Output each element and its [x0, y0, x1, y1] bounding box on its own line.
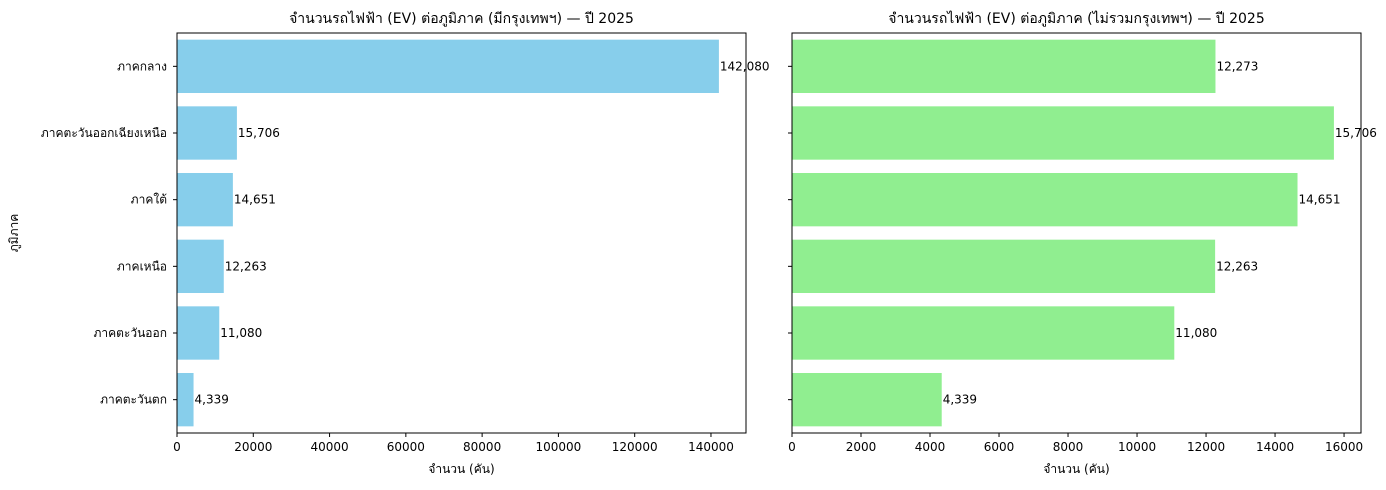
- x-tick-label: 120000: [612, 440, 658, 454]
- category-label: ภาคตะวันตก: [100, 393, 167, 407]
- data-label: 15,706: [238, 126, 280, 140]
- data-label: 14,651: [234, 193, 276, 207]
- bar: [177, 306, 220, 360]
- x-tick-label: 12000: [1187, 440, 1225, 454]
- x-tick-label: 6000: [984, 440, 1015, 454]
- chart-title: จำนวนรถไฟฟ้า (EV) ต่อภูมิภาค (ไม่รวมกรุง…: [888, 10, 1265, 27]
- data-label: 142,080: [720, 59, 770, 73]
- x-tick-label: 100000: [536, 440, 582, 454]
- x-tick-label: 2000: [846, 440, 877, 454]
- data-label: 4,339: [195, 393, 229, 407]
- x-tick-label: 140000: [688, 440, 734, 454]
- y-axis-label: ภูมิภาค: [7, 214, 22, 253]
- x-tick-label: 4000: [915, 440, 946, 454]
- bar: [177, 39, 719, 93]
- data-label: 14,651: [1299, 193, 1341, 207]
- plot-frame: [791, 32, 1362, 434]
- x-tick-label: 40000: [310, 440, 348, 454]
- chart-panel-2: 12,273 15,706 14,651 12,263 11,080 4,339 0 2000…: [788, 10, 1377, 476]
- data-label: 15,706: [1335, 126, 1377, 140]
- bar: [792, 306, 1175, 360]
- x-tick-label: 20000: [234, 440, 272, 454]
- bar: [792, 106, 1334, 160]
- bar: [792, 173, 1298, 227]
- x-axis-label: จำนวน (คัน): [428, 462, 494, 476]
- bar: [792, 373, 942, 427]
- x-tick-label: 10000: [1118, 440, 1156, 454]
- bar: [177, 239, 224, 293]
- x-tick-label: 14000: [1256, 440, 1294, 454]
- data-label: 12,263: [225, 259, 267, 273]
- chart-panel-1: 142,080 ภาคกลาง 15,706 ภาคตะวันออกเฉียงเหนื…: [7, 10, 770, 476]
- x-tick-label: 8000: [1053, 440, 1084, 454]
- x-axis-label: จำนวน (คัน): [1043, 462, 1109, 476]
- category-label: ภาคกลาง: [117, 59, 167, 73]
- plot-frame: [176, 32, 747, 434]
- data-label: 11,080: [220, 326, 262, 340]
- x-tick-label: 0: [788, 440, 796, 454]
- bar: [177, 373, 194, 427]
- data-label: 12,263: [1216, 259, 1258, 273]
- bar: [792, 39, 1216, 93]
- category-label: ภาคเหนือ: [117, 259, 167, 273]
- category-label: ภาคตะวันออกเฉียงเหนือ: [41, 126, 167, 140]
- data-label: 11,080: [1175, 326, 1217, 340]
- bar: [177, 106, 237, 160]
- x-tick-label: 60000: [387, 440, 425, 454]
- x-tick-label: 80000: [463, 440, 501, 454]
- x-tick-label: 16000: [1325, 440, 1363, 454]
- data-label: 4,339: [943, 393, 977, 407]
- x-tick-label: 0: [173, 440, 181, 454]
- category-label: ภาคตะวันออก: [93, 326, 167, 340]
- bar: [792, 239, 1216, 293]
- data-label: 12,273: [1216, 59, 1258, 73]
- category-label: ภาคใต้: [131, 193, 167, 207]
- chart-title: จำนวนรถไฟฟ้า (EV) ต่อภูมิภาค (มีกรุงเทพฯ…: [289, 10, 634, 27]
- bar: [177, 173, 233, 227]
